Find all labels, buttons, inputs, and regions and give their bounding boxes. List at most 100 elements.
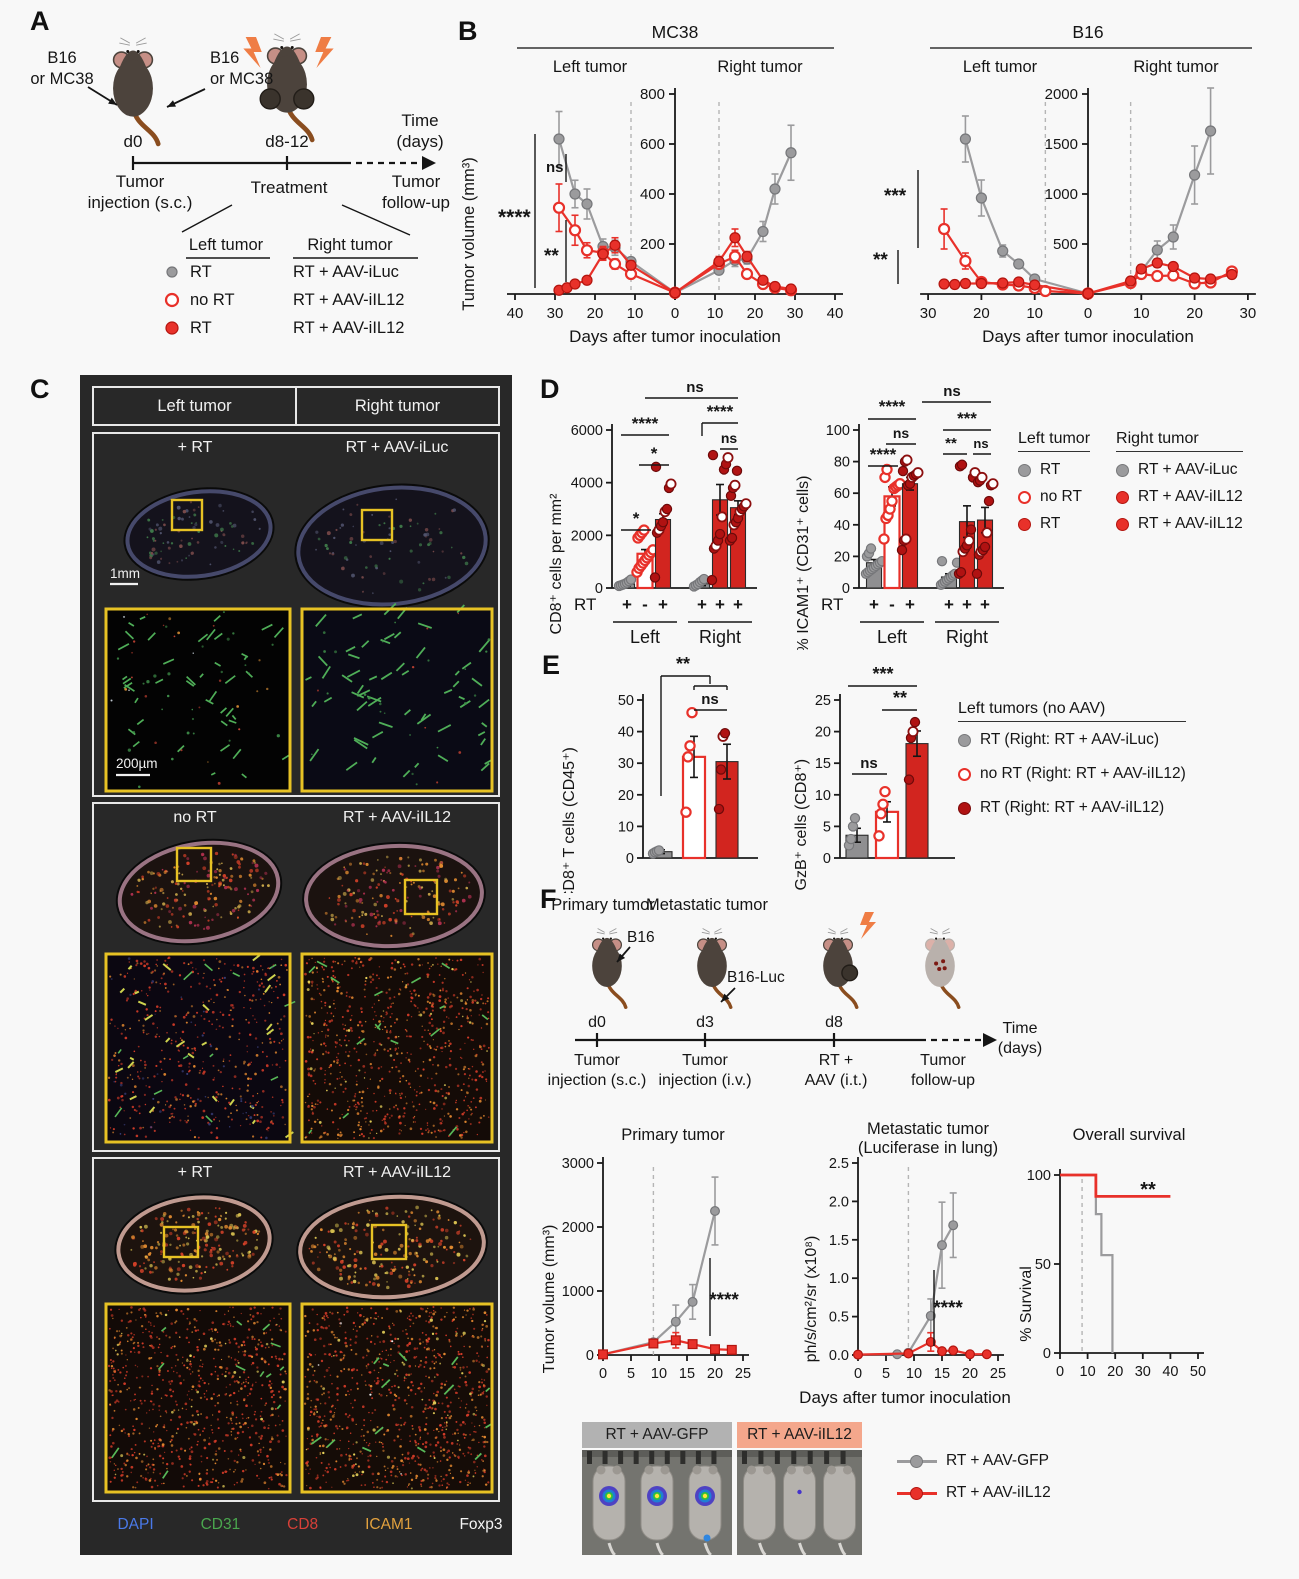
svg-text:Left tumor: Left tumor xyxy=(553,58,628,76)
svg-text:**: ** xyxy=(873,250,888,271)
panel-d-legend-right-column: Right tumor RT + AAV-iLuc RT + AAV-iIL12… xyxy=(1116,430,1243,542)
svg-text:injection (s.c.): injection (s.c.) xyxy=(88,193,193,212)
microscopy-section-3: + RT RT + AAV-iIL12 xyxy=(92,1157,500,1502)
svg-text:follow-up: follow-up xyxy=(382,193,450,212)
svg-text:600: 600 xyxy=(640,136,665,153)
svg-text:+: + xyxy=(962,595,972,614)
legend-left-tumor-header: Left tumor xyxy=(1018,430,1091,452)
svg-text:20: 20 xyxy=(1186,305,1203,322)
svg-text:****: **** xyxy=(632,414,659,433)
b16-tumor-volume-chart: B16 Left tumor Right tumor 500 1000 1500 2000 0… xyxy=(872,22,1296,362)
svg-text:*: * xyxy=(651,444,658,463)
svg-text:20: 20 xyxy=(587,305,604,322)
svg-text:+: + xyxy=(715,595,725,614)
legend-row: RT + AAV-iIL12 xyxy=(1116,488,1243,506)
gray-dot-icon xyxy=(910,1454,923,1468)
mc38-tumor-volume-chart: MC38 Left tumor Right tumor 200 400 600 800 0 10… xyxy=(460,22,872,362)
svg-text:***: *** xyxy=(884,186,907,207)
svg-text:ns: ns xyxy=(893,425,910,441)
svg-text:****: **** xyxy=(870,445,897,464)
legend-label: RT (Right: RT + AAV-iLuc) xyxy=(980,731,1160,748)
svg-text:B16: B16 xyxy=(1072,22,1103,42)
right-tumor-column-header: Right tumor xyxy=(354,397,441,415)
panel-b-label: B xyxy=(458,16,478,46)
svg-text:+: + xyxy=(980,595,990,614)
svg-text:0: 0 xyxy=(626,851,634,867)
microscopy-section-2: no RT RT + AAV-iIL12 xyxy=(92,802,500,1152)
svg-text:0: 0 xyxy=(842,581,850,597)
aav-gfp-bioluminescence-image xyxy=(582,1450,732,1557)
svg-text:30: 30 xyxy=(618,756,634,772)
svg-text:40: 40 xyxy=(618,725,634,741)
panel-f-schematic: Primary tumor Metastatic tumor B16 B16-Luc d… xyxy=(535,890,1045,1110)
svg-text:500: 500 xyxy=(1053,236,1078,253)
legend-row: RT + AAV-iLuc xyxy=(1116,461,1243,479)
svg-text:40: 40 xyxy=(834,518,850,534)
panel-d-label: D xyxy=(540,374,560,404)
svg-text:ns: ns xyxy=(686,379,704,396)
svg-text:MC38: MC38 xyxy=(652,22,699,42)
svg-text:Right tumor: Right tumor xyxy=(717,58,803,76)
stain-legend: DAPI CD31 CD8 ICAM1 Foxp3 xyxy=(80,1505,540,1545)
panel-f-label: F xyxy=(540,884,557,914)
legend-right-tumor-header: Right tumor xyxy=(1116,430,1243,452)
svg-text:Left: Left xyxy=(630,627,660,647)
svg-text:****: **** xyxy=(498,206,532,229)
section3-right-label: RT + AAV-iIL12 xyxy=(342,1164,452,1181)
svg-text:30: 30 xyxy=(920,305,937,322)
svg-text:800: 800 xyxy=(640,86,665,103)
stain-dapi: DAPI xyxy=(117,1516,154,1533)
legend-label: RT + AAV-iIL12 xyxy=(946,1484,1051,1501)
svg-text:**: ** xyxy=(544,246,559,267)
svg-text:% ICAM1⁺ (CD31⁺ cells): % ICAM1⁺ (CD31⁺ cells) xyxy=(795,476,812,650)
mc38-chart: MC38 Left tumor Right tumor 200 400 600 800 0 10… xyxy=(460,22,843,346)
microscopy-column-header: Left tumor Right tumor xyxy=(92,386,500,426)
svg-text:or MC38: or MC38 xyxy=(210,70,273,88)
svg-text:30: 30 xyxy=(547,305,564,322)
panel-f-legend: RT + AAV-GFP RT + AAV-iIL12 xyxy=(897,1452,1051,1511)
svg-text:RT: RT xyxy=(190,319,212,337)
gray-line-icon xyxy=(897,1454,937,1468)
cd8-tcells-bar-chart: 0 10 20 30 40 50 ** ns% CD8⁺ T cells (CD45⁺) xyxy=(558,648,803,921)
open-red-dot-icon xyxy=(958,767,971,781)
svg-text:2000: 2000 xyxy=(571,528,603,544)
svg-text:RT: RT xyxy=(574,595,596,614)
svg-text:6000: 6000 xyxy=(571,423,603,439)
svg-text:B16: B16 xyxy=(47,49,76,67)
svg-text:20: 20 xyxy=(618,788,634,804)
aav-il12-image-label: RT + AAV-iIL12 xyxy=(737,1422,862,1448)
svg-text:Tumor: Tumor xyxy=(116,172,165,191)
gray-dot-icon xyxy=(1116,463,1130,477)
svg-text:ns: ns xyxy=(721,430,738,446)
panel-a-label: A xyxy=(30,6,50,36)
section1-images: 1mm 200µm xyxy=(94,434,498,795)
svg-text:30: 30 xyxy=(787,305,804,322)
legend-label: RT xyxy=(1040,461,1061,478)
svg-text:10: 10 xyxy=(618,819,634,835)
svg-text:+: + xyxy=(733,595,743,614)
gray-dot-icon xyxy=(958,733,971,747)
svg-text:0: 0 xyxy=(1084,305,1092,322)
f-xaxis-label: Days after tumor inoculation xyxy=(799,1388,1011,1407)
svg-text:Left: Left xyxy=(877,627,907,647)
mouse-photo xyxy=(737,1450,862,1557)
svg-text:(days): (days) xyxy=(396,132,443,151)
svg-text:30: 30 xyxy=(1240,305,1257,322)
svg-text:10: 10 xyxy=(627,305,644,322)
svg-text:Treatment: Treatment xyxy=(251,178,328,197)
svg-text:+: + xyxy=(905,595,915,614)
section2-right-label: RT + AAV-iIL12 xyxy=(342,809,452,826)
svg-text:CD8⁺ cells per mm²: CD8⁺ cells per mm² xyxy=(548,493,565,635)
header-divider xyxy=(295,388,297,424)
legend-label: RT xyxy=(1040,515,1061,532)
svg-text:0: 0 xyxy=(671,305,679,322)
legend-row: RT (Right: RT + AAV-iLuc) xyxy=(958,731,1186,749)
svg-text:RT + AAV-iIL12: RT + AAV-iIL12 xyxy=(293,291,404,309)
mouse-photo xyxy=(582,1450,732,1557)
section1-svg: 1mm 200µm xyxy=(104,483,494,793)
svg-text:****: **** xyxy=(707,402,734,421)
